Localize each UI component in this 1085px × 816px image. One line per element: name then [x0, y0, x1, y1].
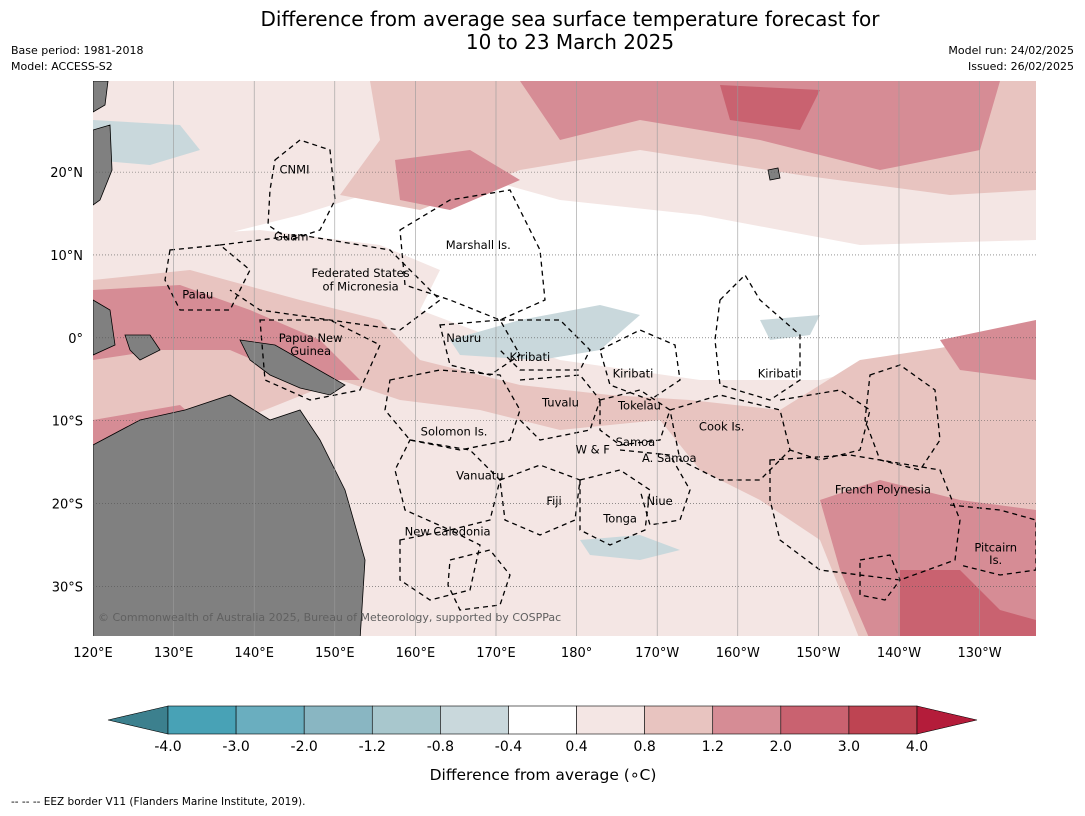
colorbar-tick-label: -0.4	[495, 739, 522, 755]
colorbar-swatch	[508, 705, 577, 735]
hawaii-land	[767, 167, 781, 181]
region-label: Guam	[274, 230, 308, 244]
colorbar-swatch	[235, 705, 305, 735]
borneo-land	[93, 299, 116, 356]
colorbar-tick-label: -3.0	[222, 739, 249, 755]
region-label: of Micronesia	[322, 279, 398, 293]
latitude-label: 10°S	[52, 415, 83, 430]
sulawesi-land	[124, 334, 161, 361]
colorbar-swatch	[303, 705, 373, 735]
longitude-label: 140°W	[877, 646, 921, 661]
region-label: Fiji	[546, 494, 561, 508]
new-guinea-land	[239, 339, 346, 396]
longitude-label: 170°W	[635, 646, 679, 661]
eez-footnote: -- -- -- EEZ border V11 (Flanders Marine…	[11, 796, 306, 808]
colorbar-tick-label: -2.0	[291, 739, 318, 755]
longitude-label: 150°E	[315, 646, 355, 661]
colorbar-swatch	[848, 705, 918, 735]
region-label: Vanuatu	[456, 468, 503, 482]
longitude-label: 160°W	[716, 646, 760, 661]
title-line-1: Difference from average sea surface temp…	[260, 7, 880, 31]
gridlines	[93, 81, 1036, 636]
region-label: Solomon Is.	[421, 424, 488, 438]
latitude-label: 20°S	[52, 497, 83, 512]
region-label: Pitcairn	[974, 540, 1017, 554]
latitude-label: 10°N	[50, 249, 83, 264]
longitude-label: 160°E	[396, 646, 436, 661]
australia-land	[93, 394, 366, 636]
map-content	[93, 81, 1036, 636]
region-label: Kiribati	[758, 366, 799, 380]
copyright-notice: © Commonwealth of Australia 2025, Bureau…	[98, 611, 561, 624]
region-label: Niue	[647, 494, 673, 508]
longitude-label: 170°E	[476, 646, 516, 661]
colorbar-tick-label: -1.2	[359, 739, 386, 755]
land-masses	[93, 81, 781, 636]
eez-borders	[164, 139, 1036, 611]
region-label: W & F	[576, 443, 610, 457]
colorbar-swatches	[107, 705, 978, 735]
region-label: Tonga	[602, 511, 637, 525]
region-label: Papua New	[279, 331, 343, 345]
longitude-labels: 120°E 130°E 140°E 150°E 160°E 170°E 180° 170°W 1…	[73, 646, 1002, 661]
colorbar-swatch	[780, 705, 850, 735]
model-name: Model: ACCESS-S2	[11, 60, 113, 73]
region-label: Kiribati	[613, 366, 654, 380]
colorbar-swatch	[576, 705, 645, 735]
base-period: Base period: 1981-2018	[11, 44, 144, 57]
region-label: Cook Is.	[699, 419, 744, 433]
colorbar-swatch	[440, 705, 509, 735]
colorbar-tick-label: -4.0	[154, 739, 181, 755]
colorbar-tick-label: 2.0	[770, 739, 792, 755]
colorbar-extend-low	[107, 705, 169, 735]
longitude-label: 130°E	[154, 646, 194, 661]
longitude-label: 150°W	[796, 646, 840, 661]
colorbar-swatch	[167, 705, 237, 735]
colorbar-label: Difference from average (∘C)	[430, 766, 657, 784]
colorbar-ticks: -4.0 -3.0 -2.0 -1.2 -0.8 -0.4 0.4 0.8 1.2 2.0 3.0 4…	[154, 739, 928, 755]
colorbar-tick-label: 0.4	[565, 739, 587, 755]
colorbar-extend-high	[916, 705, 978, 735]
region-label: Tuvalu	[541, 395, 579, 409]
colorbar-swatch	[371, 705, 441, 735]
title-line-2: 10 to 23 March 2025	[465, 30, 675, 54]
longitude-label: 120°E	[73, 646, 113, 661]
map-title: Difference from average sea surface temp…	[0, 8, 1085, 54]
colorbar-tick-label: 3.0	[838, 739, 860, 755]
colorbar-tick-label: 1.2	[702, 739, 724, 755]
taiwan-land	[93, 81, 109, 113]
latitude-label: 0°	[68, 332, 83, 347]
colorbar-swatch	[712, 705, 782, 735]
region-label: Is.	[989, 553, 1002, 567]
region-label: Tokelau	[617, 399, 661, 413]
latitude-label: 30°S	[52, 580, 83, 595]
region-label: Guinea	[290, 344, 331, 358]
region-label: Samoa	[616, 435, 656, 449]
region-label: French Polynesia	[835, 482, 931, 496]
colorbar-swatch	[644, 705, 714, 735]
region-label: Federated States	[311, 266, 409, 280]
region-label: Marshall Is.	[446, 238, 511, 252]
longitude-label: 180°	[561, 646, 592, 661]
region-label: CNMI	[280, 163, 310, 177]
issued-date: Issued: 26/02/2025	[967, 60, 1074, 73]
colorbar-tick-label: 0.8	[634, 739, 656, 755]
region-label: New Caledonia	[405, 525, 491, 539]
longitude-label: 140°E	[234, 646, 274, 661]
colorbar-tick-label: 4.0	[906, 739, 928, 755]
model-info: Base period: 1981-2018 Model: ACCESS-S2	[11, 43, 143, 75]
latitude-labels: 20°N 10°N 0° 10°S 20°S 30°S	[50, 166, 83, 595]
region-label: A. Samoa	[642, 451, 697, 465]
longitude-label: 130°W	[957, 646, 1001, 661]
region-label: Nauru	[446, 331, 481, 345]
philippines-land	[93, 124, 113, 206]
colorbar-tick-label: -0.8	[427, 739, 454, 755]
region-label: Palau	[182, 288, 213, 302]
latitude-label: 20°N	[50, 166, 83, 181]
region-label: Kiribati	[509, 350, 550, 364]
run-info: Model run: 24/02/2025 Issued: 26/02/2025	[948, 43, 1074, 75]
model-run: Model run: 24/02/2025	[948, 44, 1074, 57]
